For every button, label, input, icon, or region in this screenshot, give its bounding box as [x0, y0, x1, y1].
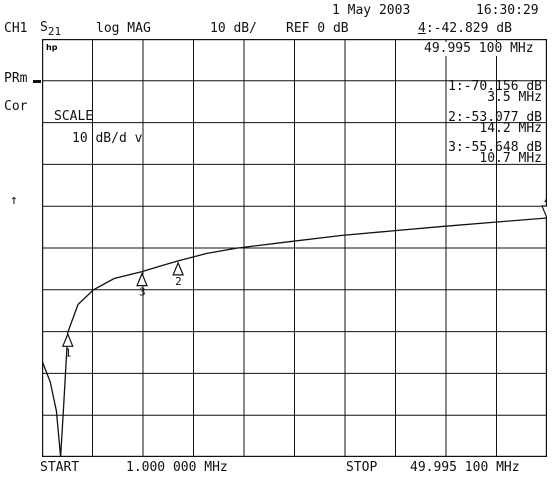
parameter-subscript: 21 [47, 25, 62, 38]
marker-3-level: 3:-55.648 dB [448, 140, 542, 155]
reference-label: REF 0 dB [286, 21, 349, 36]
scale-box-value: 10 dB/d v [72, 131, 143, 146]
active-marker-frequency: 49.995 100 MHz [424, 41, 534, 56]
prm-label: PRm [4, 71, 28, 86]
marker-1-triangle [61, 332, 74, 347]
time-label: 16:30:29 [476, 3, 539, 18]
marker-1-freq: 3.5 MHz [487, 90, 542, 105]
channel-label: CH1 [4, 21, 28, 36]
parameter-label: S21 [40, 20, 62, 39]
marker-2-triangle [172, 261, 184, 276]
format-label: log MAG [96, 21, 151, 36]
marker-4-triangle [541, 205, 547, 220]
marker-3-label: 3 [139, 286, 146, 299]
active-marker-value: :-42.829 dB [425, 21, 512, 36]
reference-position-arrow: ↑ [10, 193, 18, 208]
active-marker-readout: 4:-42.829 dB [418, 22, 512, 36]
marker-2-freq: 14.2 MHz [479, 121, 542, 136]
scale-box-title: SCALE [54, 109, 94, 124]
parameter-letter: S [40, 20, 48, 35]
grid-lines [42, 39, 547, 457]
hp-logo: hp [46, 43, 58, 52]
graticule: 1 2 3 4 hp [42, 39, 547, 457]
marker-2-label: 2 [175, 275, 182, 288]
prm-tick [33, 80, 41, 83]
start-label: START [40, 460, 80, 475]
marker-3-freq: 10.7 MHz [479, 151, 542, 166]
marker-4-label: 4 [544, 194, 547, 207]
start-value: 1.000 000 MHz [126, 460, 228, 475]
active-marker-number: 4 [418, 21, 426, 36]
marker-readout-1: 1:-70.156 dB 3.5 MHz [426, 80, 542, 105]
scale-label: 10 dB/ [210, 21, 257, 36]
measurement-display: 1 2 3 4 hp [42, 39, 547, 457]
cor-label: Cor [4, 99, 28, 114]
marker-1-level: 1:-70.156 dB [448, 79, 542, 94]
date-label: 1 May 2003 [332, 3, 411, 18]
marker-3-triangle [136, 272, 148, 287]
stop-label: STOP [346, 460, 378, 475]
marker-readout-3: 3:-55.648 dB 10.7 MHz [426, 141, 542, 166]
marker-2-level: 2:-53.077 dB [448, 110, 542, 125]
marker-1-label: 1 [65, 346, 72, 359]
marker-layer: 1 2 3 4 [61, 194, 547, 359]
trace-line [42, 217, 547, 457]
marker-readout-2: 2:-53.077 dB 14.2 MHz [426, 111, 542, 136]
stop-value: 49.995 100 MHz [410, 460, 520, 475]
